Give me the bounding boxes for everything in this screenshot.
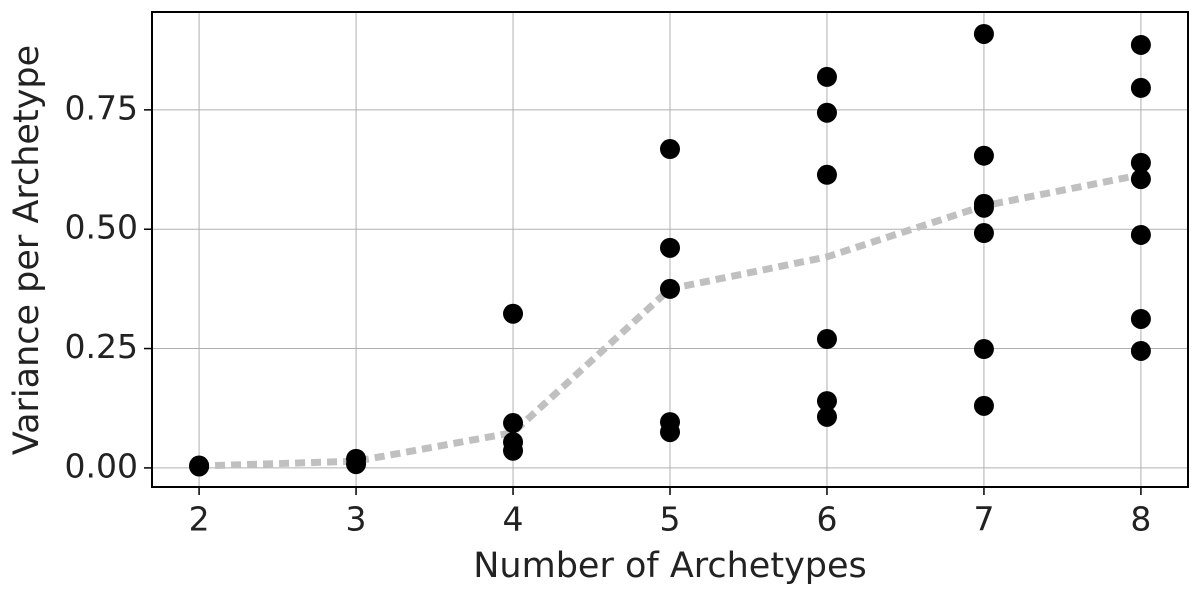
point [973, 395, 994, 416]
point [1130, 308, 1151, 329]
x-tick-label: 6 [816, 500, 837, 539]
y-tick-label: 0.75 [65, 88, 138, 127]
point [973, 339, 994, 360]
point [816, 329, 837, 350]
point [1130, 169, 1151, 190]
point [346, 454, 367, 475]
point [503, 413, 524, 434]
x-tick-label: 8 [1130, 500, 1151, 539]
point [660, 139, 680, 160]
plot-frame [151, 11, 1189, 488]
x-tick-label: 2 [189, 500, 210, 539]
point [816, 164, 837, 185]
point [660, 278, 680, 299]
point [189, 456, 210, 477]
point [816, 406, 837, 427]
point [973, 23, 994, 44]
point [816, 102, 837, 123]
point [973, 223, 994, 244]
point [816, 66, 837, 87]
point [1130, 224, 1151, 245]
point [660, 422, 680, 443]
point [503, 440, 524, 461]
point [1130, 34, 1151, 55]
point [816, 391, 837, 412]
point [973, 197, 994, 218]
point [973, 145, 994, 166]
x-tick-label: 4 [503, 500, 524, 539]
y-tick-label: 0.25 [65, 327, 138, 366]
y-axis-label: Variance per Archetype [7, 45, 47, 455]
point [660, 237, 680, 258]
x-tick-label: 3 [346, 500, 367, 539]
point [1130, 77, 1151, 98]
x-tick-label: 7 [973, 500, 994, 539]
point [1130, 152, 1151, 173]
y-tick-label: 0.00 [65, 446, 138, 485]
point [1130, 340, 1151, 361]
x-axis-label: Number of Archetypes [473, 546, 867, 586]
y-tick-label: 0.50 [65, 208, 138, 247]
x-tick-label: 5 [660, 500, 681, 539]
point [503, 303, 524, 324]
